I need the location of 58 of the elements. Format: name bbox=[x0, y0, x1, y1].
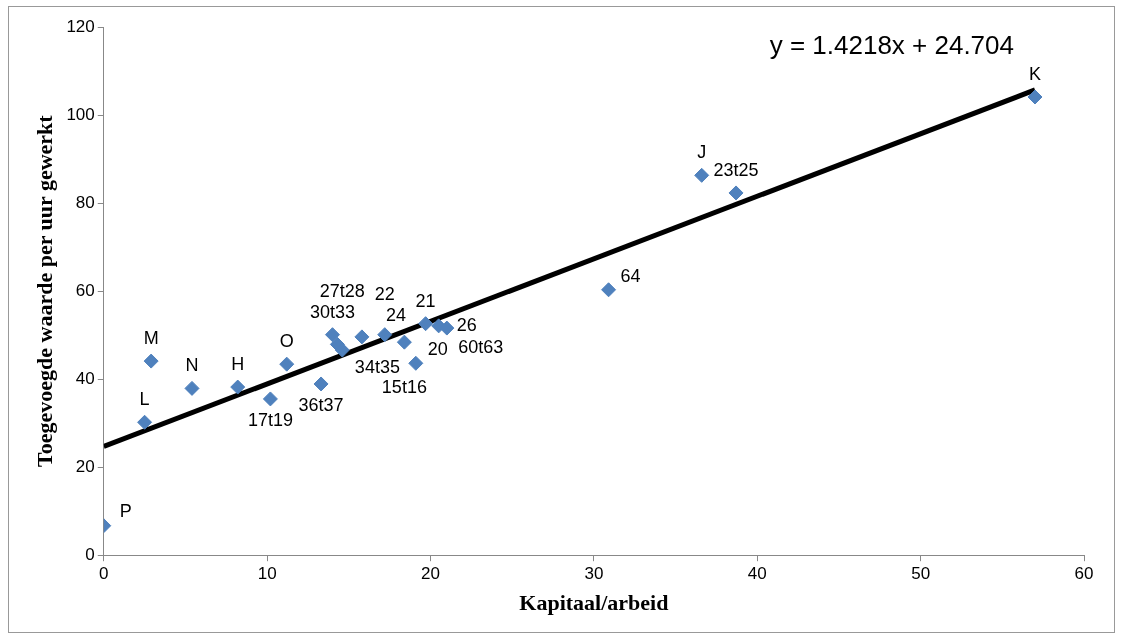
point bbox=[184, 380, 200, 396]
annotation: H bbox=[231, 354, 245, 375]
point bbox=[377, 327, 393, 343]
annotation: 36t37 bbox=[298, 394, 344, 415]
y-axis-title: Toegevoegde waarde per uur gewerkt bbox=[31, 114, 57, 467]
point bbox=[137, 414, 153, 430]
annotation: L bbox=[139, 389, 150, 410]
x-tick-label: 20 bbox=[421, 564, 440, 584]
point bbox=[728, 185, 744, 201]
annotation: P bbox=[119, 501, 132, 522]
y-tick-label: 80 bbox=[75, 192, 95, 212]
annotation: 26 bbox=[456, 314, 477, 335]
annotation: K bbox=[1028, 63, 1041, 84]
y-tick-label: 120 bbox=[66, 16, 95, 36]
point bbox=[694, 167, 710, 183]
y-tick-label: 40 bbox=[75, 368, 95, 388]
annotation: 24 bbox=[385, 305, 406, 326]
x-tick-label: 50 bbox=[911, 564, 931, 584]
x-tick-label: 60 bbox=[1074, 564, 1094, 584]
annotation: 22 bbox=[374, 283, 395, 304]
point bbox=[354, 329, 370, 345]
annotation: 20 bbox=[427, 339, 448, 360]
point bbox=[313, 376, 329, 392]
x-tick-label: 30 bbox=[584, 564, 604, 584]
point bbox=[408, 355, 424, 371]
point bbox=[418, 316, 434, 332]
annotation: y = 1.4218x + 24.704 bbox=[769, 30, 1014, 61]
annotation: M bbox=[143, 328, 159, 349]
point bbox=[601, 282, 617, 298]
annotation: 34t35 bbox=[354, 357, 400, 378]
point bbox=[439, 320, 455, 336]
x-tick-label: 0 bbox=[99, 564, 109, 584]
annotation: 64 bbox=[620, 265, 641, 286]
point bbox=[1027, 89, 1043, 105]
annotation: J bbox=[697, 142, 707, 163]
annotation: 21 bbox=[415, 290, 436, 311]
annotation: 30t33 bbox=[309, 301, 356, 322]
point bbox=[262, 391, 278, 407]
annotation: 27t28 bbox=[319, 281, 365, 302]
annotation: 17t19 bbox=[247, 409, 293, 430]
annotation: N bbox=[185, 355, 199, 376]
y-tick-label: 100 bbox=[66, 104, 95, 124]
y-tick-label: 0 bbox=[85, 544, 95, 564]
y-tick-label: 60 bbox=[75, 280, 95, 300]
y-tick-label: 20 bbox=[75, 456, 95, 476]
annotation: 23t25 bbox=[713, 159, 759, 180]
x-axis-title: Kapitaal/arbeid bbox=[519, 590, 669, 616]
annotation: O bbox=[279, 331, 294, 352]
annotation: 15t16 bbox=[381, 377, 427, 398]
annotation: 60t63 bbox=[458, 337, 504, 358]
point bbox=[324, 327, 340, 343]
point bbox=[143, 353, 159, 369]
point bbox=[396, 334, 412, 350]
point bbox=[279, 356, 295, 372]
x-tick-label: 10 bbox=[257, 564, 277, 584]
point bbox=[334, 342, 350, 358]
x-tick-label: 40 bbox=[747, 564, 767, 584]
point bbox=[230, 379, 246, 395]
